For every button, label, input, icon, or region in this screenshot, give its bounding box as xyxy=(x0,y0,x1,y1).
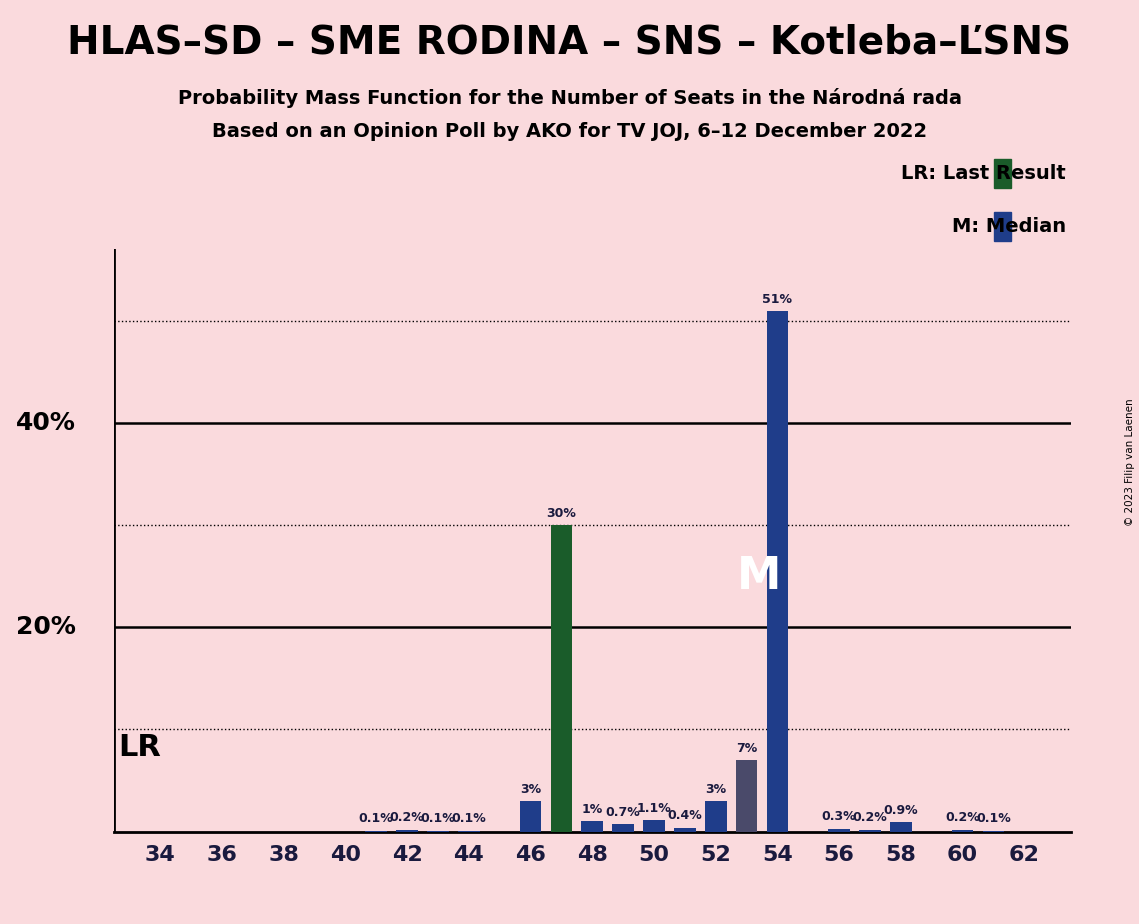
Text: 0.2%: 0.2% xyxy=(853,811,887,824)
Text: 3%: 3% xyxy=(705,783,727,796)
Bar xyxy=(952,830,974,832)
Text: LR: Last Result: LR: Last Result xyxy=(901,164,1066,183)
Text: 3%: 3% xyxy=(521,783,541,796)
Bar xyxy=(458,831,480,832)
Text: Probability Mass Function for the Number of Seats in the Národná rada: Probability Mass Function for the Number… xyxy=(178,88,961,108)
Text: 7%: 7% xyxy=(736,742,757,755)
Text: 0.1%: 0.1% xyxy=(451,812,486,825)
Text: 40%: 40% xyxy=(16,411,75,435)
Text: 0.3%: 0.3% xyxy=(822,810,857,823)
Bar xyxy=(828,829,850,832)
Text: 0.9%: 0.9% xyxy=(884,804,918,818)
Bar xyxy=(994,212,1011,241)
Text: 0.4%: 0.4% xyxy=(667,809,703,822)
Text: © 2023 Filip van Laenen: © 2023 Filip van Laenen xyxy=(1125,398,1134,526)
Text: 0.7%: 0.7% xyxy=(606,807,640,820)
Bar xyxy=(983,831,1005,832)
Bar xyxy=(890,822,911,832)
Bar xyxy=(767,310,788,832)
Text: M: Median: M: Median xyxy=(952,217,1066,236)
Bar xyxy=(674,828,696,832)
Text: HLAS–SD – SME RODINA – SNS – Kotleba–ĽSNS: HLAS–SD – SME RODINA – SNS – Kotleba–ĽSN… xyxy=(67,23,1072,61)
Text: 0.1%: 0.1% xyxy=(359,812,394,825)
Bar xyxy=(427,831,449,832)
Text: 51%: 51% xyxy=(762,293,793,306)
Bar xyxy=(366,831,387,832)
Bar xyxy=(736,760,757,832)
Text: M: M xyxy=(737,554,781,598)
Bar xyxy=(644,821,665,832)
Bar xyxy=(859,830,880,832)
Bar xyxy=(613,824,634,832)
Bar xyxy=(994,159,1011,188)
Text: 1%: 1% xyxy=(582,803,603,816)
Text: LR: LR xyxy=(118,733,162,761)
Bar xyxy=(705,801,727,832)
Text: 0.2%: 0.2% xyxy=(390,811,425,824)
Text: 1.1%: 1.1% xyxy=(637,802,671,815)
Text: Based on an Opinion Poll by AKO for TV JOJ, 6–12 December 2022: Based on an Opinion Poll by AKO for TV J… xyxy=(212,122,927,141)
Text: 30%: 30% xyxy=(547,507,576,520)
Bar xyxy=(396,830,418,832)
Text: 0.2%: 0.2% xyxy=(945,811,980,824)
Text: 0.1%: 0.1% xyxy=(420,812,456,825)
Text: 0.1%: 0.1% xyxy=(976,812,1011,825)
Bar xyxy=(519,801,541,832)
Bar xyxy=(582,821,603,832)
Bar xyxy=(550,525,572,832)
Text: 20%: 20% xyxy=(16,615,75,639)
